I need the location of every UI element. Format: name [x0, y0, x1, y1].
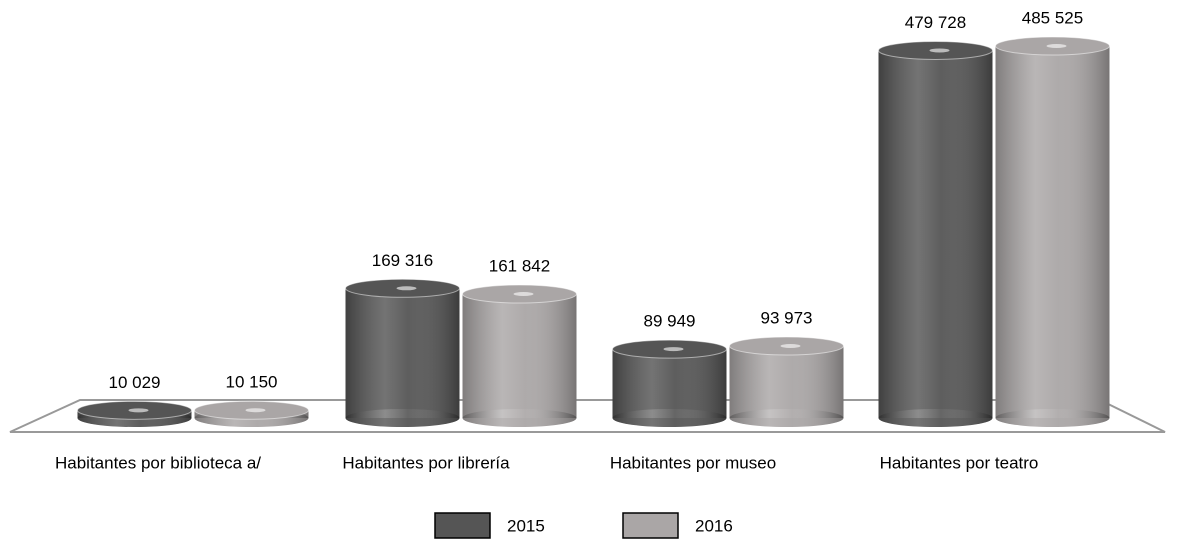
- bar-shade: [612, 349, 727, 418]
- x-tick-label: Habitantes por biblioteca a/: [55, 453, 261, 472]
- bar-top-shine: [663, 347, 684, 352]
- bar-top-shine: [513, 291, 534, 296]
- bar-shade: [729, 345, 844, 418]
- bar-shade: [878, 50, 993, 418]
- data-label: 169 316: [372, 251, 433, 270]
- bar-shade: [345, 288, 460, 418]
- data-label: 485 525: [1022, 8, 1083, 27]
- bar-top-shine: [929, 48, 950, 53]
- data-label: 93 973: [761, 308, 813, 327]
- bar-top-shine: [780, 343, 801, 348]
- data-label: 161 842: [489, 256, 550, 275]
- legend-swatch: [434, 512, 491, 539]
- bar-top-shine: [128, 408, 149, 413]
- data-label: 479 728: [905, 13, 966, 32]
- bar-shade: [462, 293, 577, 418]
- legend-label: 2016: [695, 516, 733, 535]
- data-label: 10 029: [109, 373, 161, 392]
- x-tick-label: Habitantes por librería: [342, 453, 510, 472]
- data-label: 10 150: [226, 373, 278, 392]
- bar-top-shine: [396, 286, 417, 291]
- x-tick-label: Habitantes por museo: [610, 453, 776, 472]
- bar-shade: [995, 46, 1110, 418]
- legend-label: 2015: [507, 516, 545, 535]
- bar-top-shine: [245, 408, 266, 413]
- data-label: 89 949: [644, 312, 696, 331]
- x-tick-label: Habitantes por teatro: [880, 453, 1039, 472]
- legend-swatch: [622, 512, 679, 539]
- bar-top-shine: [1046, 44, 1067, 48]
